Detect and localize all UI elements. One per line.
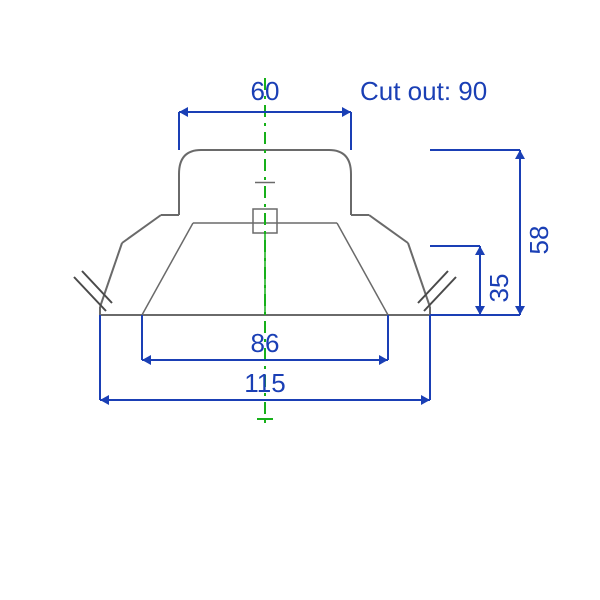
svg-text:58: 58 — [524, 226, 554, 255]
svg-text:Cut out: 90: Cut out: 90 — [360, 76, 487, 106]
svg-text:115: 115 — [244, 368, 285, 398]
svg-text:60: 60 — [251, 76, 280, 106]
svg-text:35: 35 — [484, 274, 514, 303]
svg-text:86: 86 — [251, 328, 280, 358]
